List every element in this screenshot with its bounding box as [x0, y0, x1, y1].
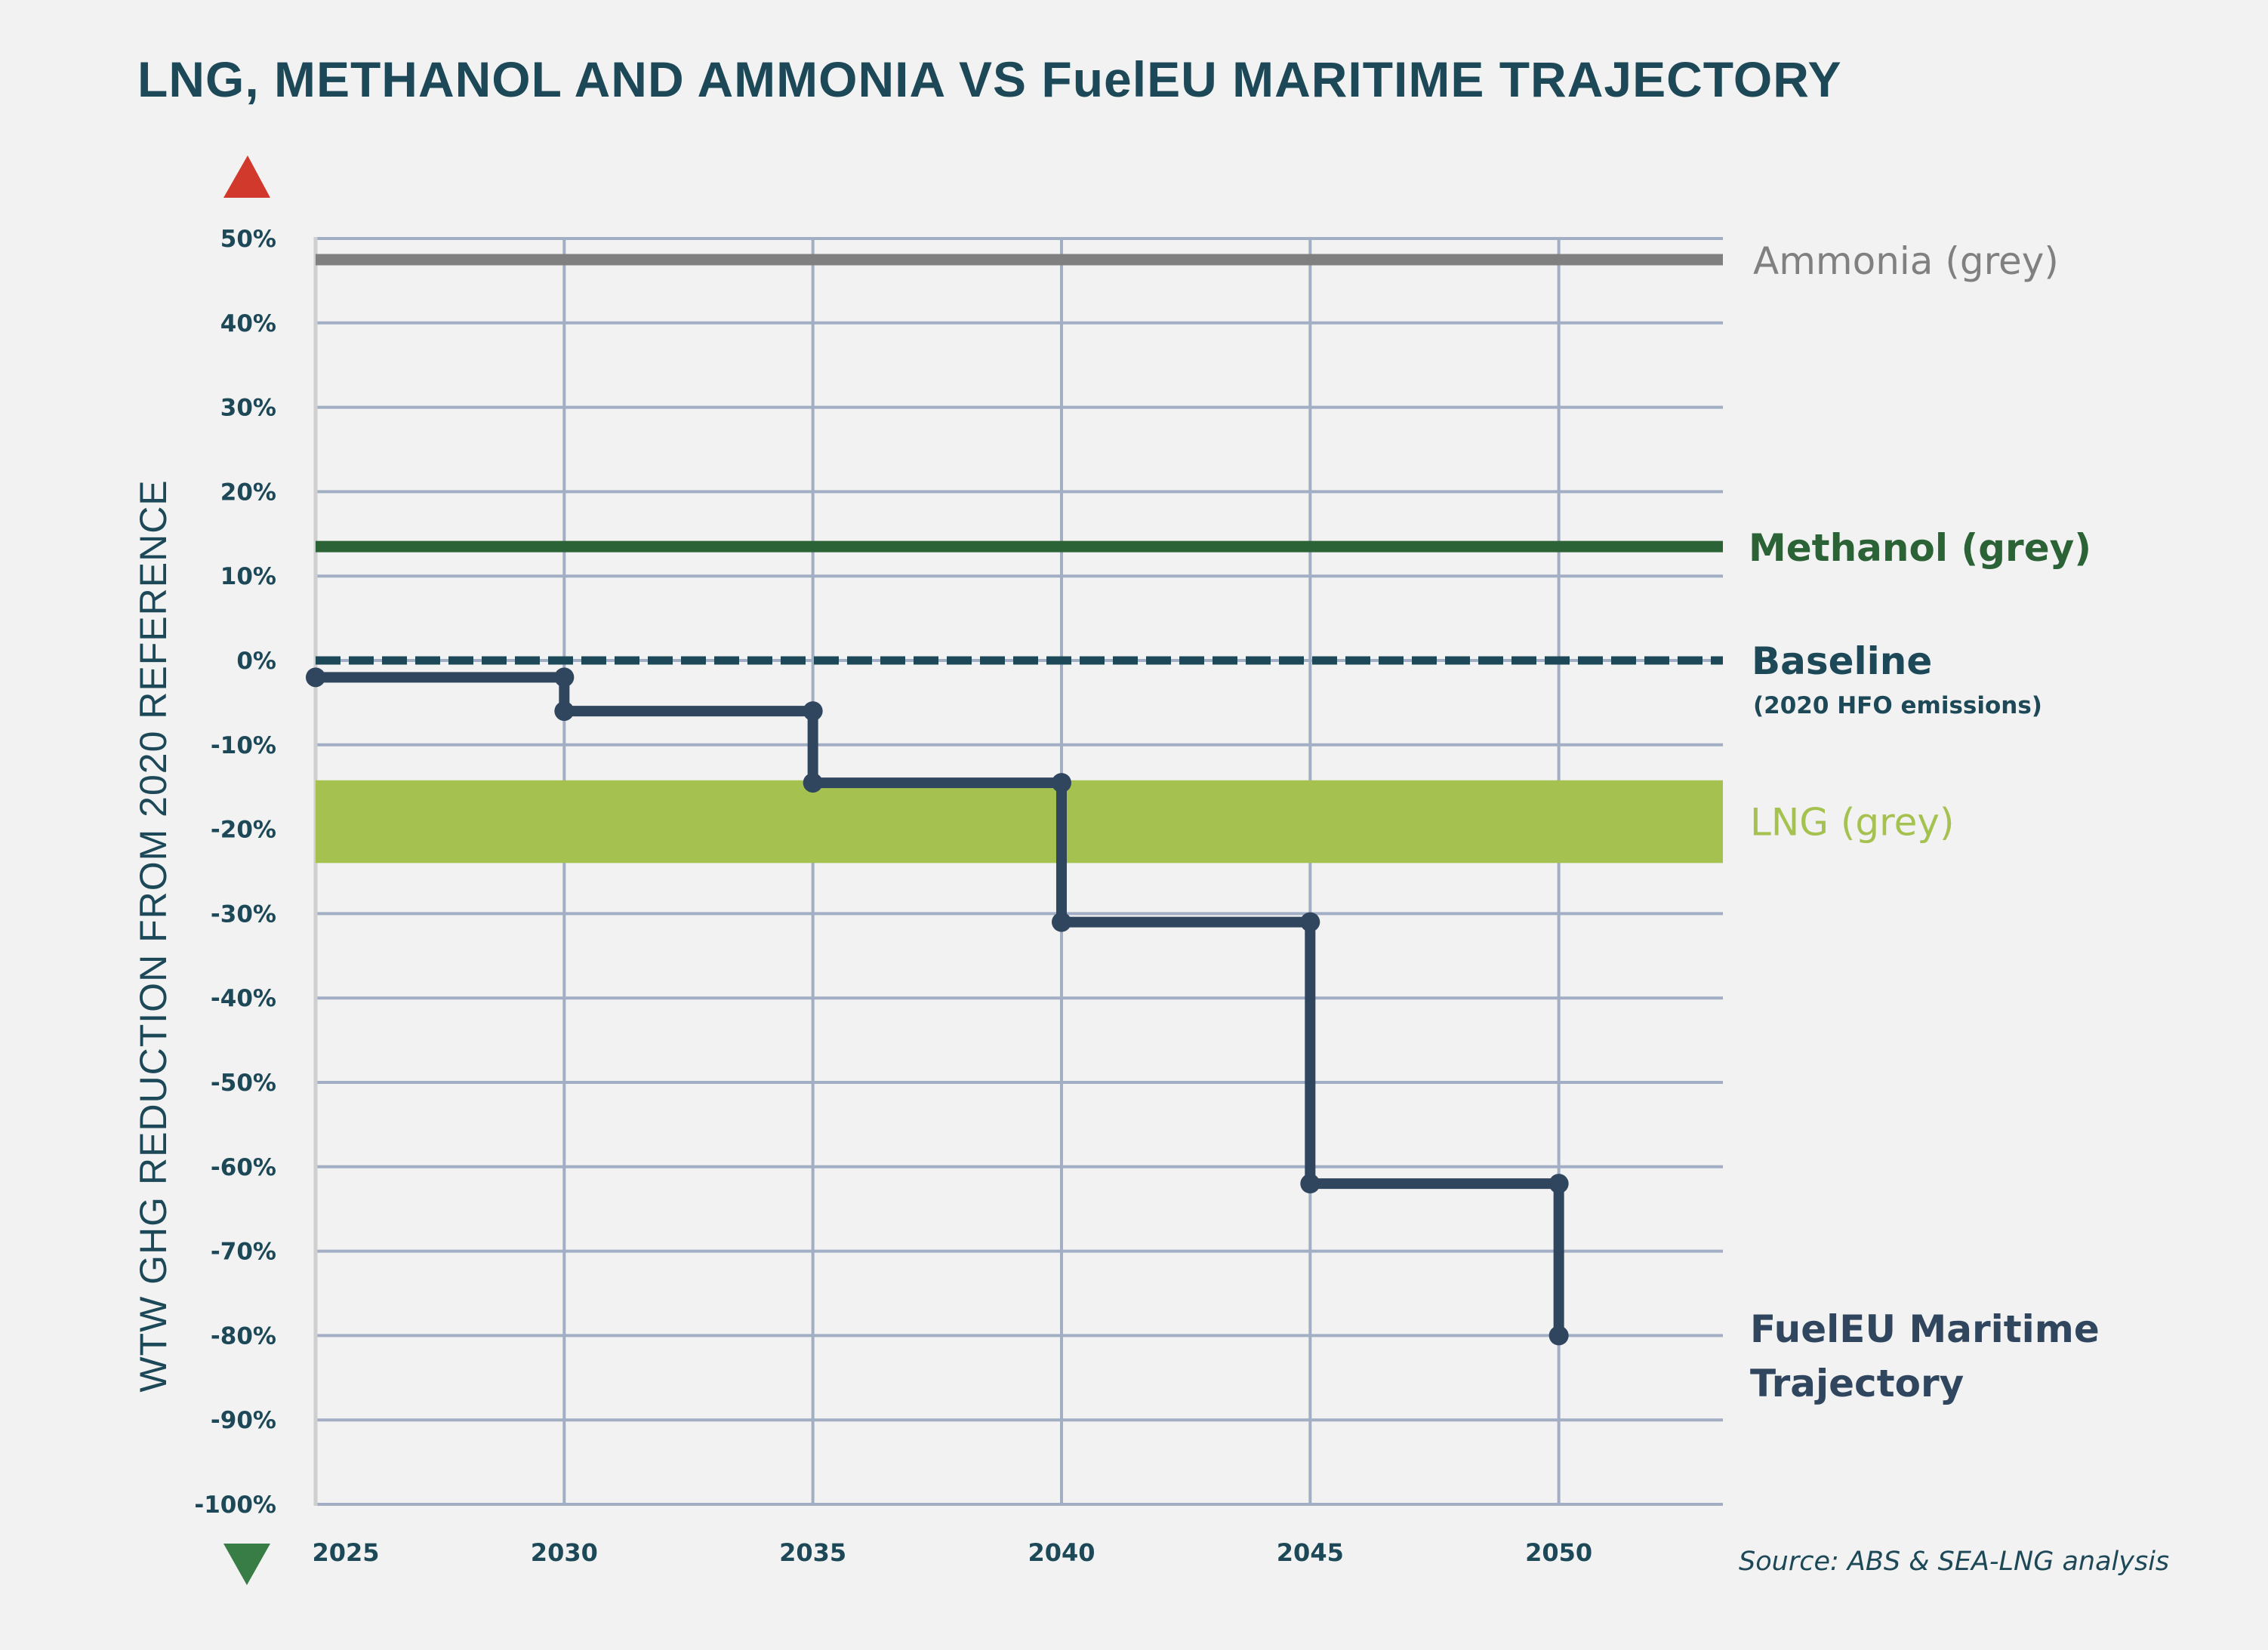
y-tick-label: -60%	[211, 1154, 276, 1181]
x-tick-label: 2040	[1028, 1538, 1095, 1567]
y-tick-label: -40%	[211, 985, 276, 1012]
y-tick-label: -90%	[211, 1407, 276, 1434]
trajectory-point	[554, 701, 575, 722]
y-tick-label: -100%	[194, 1491, 276, 1519]
trajectory-point	[1300, 1174, 1320, 1194]
trajectory-point	[554, 667, 575, 688]
series-label-ammonia: Ammonia (grey)	[1753, 239, 2059, 283]
x-tick-label: 2035	[779, 1538, 846, 1567]
trajectory-point	[1548, 1325, 1569, 1346]
x-tick-labels: 2025 2030 2035 2040 2045 2050	[312, 1538, 1592, 1567]
y-tick-label: -10%	[211, 732, 276, 759]
x-tick-label: 2030	[531, 1538, 598, 1567]
trajectory-point	[1051, 773, 1071, 793]
trajectory-point	[306, 667, 325, 688]
up-arrow-icon	[223, 155, 270, 198]
y-tick-label: -30%	[211, 900, 276, 928]
trajectory-point	[1548, 1174, 1569, 1194]
trajectory-point	[803, 773, 823, 793]
series-label-methanol: Methanol (grey)	[1749, 526, 2091, 570]
lng-band	[316, 780, 1723, 863]
trajectory-point	[1051, 912, 1071, 932]
source-note: Source: ABS & SEA-LNG analysis	[1739, 1547, 2169, 1577]
y-tick-label: 10%	[220, 563, 276, 590]
series-label-fueleu-line: FuelEU Maritime	[1750, 1307, 2100, 1351]
y-tick-labels: 50% 40% 30% 20% 10% 0% -10% -20% -30% -40% -50% -60…	[194, 226, 276, 1519]
y-tick-label: 0%	[236, 648, 276, 675]
series-labels: Ammonia (grey) Methanol (grey) Baseline (20…	[1749, 239, 2100, 1405]
bands	[316, 780, 1723, 863]
series-label-lng: LNG (grey)	[1750, 801, 1954, 845]
x-tick-label: 2050	[1525, 1538, 1592, 1567]
y-tick-label: 40%	[220, 310, 276, 337]
trajectory-line	[306, 667, 1569, 1346]
y-tick-label: 30%	[220, 395, 276, 422]
trajectory-point	[803, 701, 823, 722]
y-tick-label: 20%	[220, 479, 276, 506]
y-axis-label: WTW GHG REDUCTION FROM 2020 REFERENCE	[132, 479, 174, 1392]
series-label-baseline: Baseline	[1752, 639, 1932, 683]
chart-title: LNG, METHANOL AND AMMONIA VS FuelEU MARI…	[137, 51, 1841, 107]
x-tick-label: 2045	[1277, 1538, 1344, 1567]
x-tick-label: 2025	[312, 1538, 379, 1567]
series-label-fueleu-line: Trajectory	[1750, 1362, 1964, 1405]
y-tick-label: 50%	[220, 226, 276, 253]
reference-lines	[316, 254, 1723, 665]
y-tick-label: -20%	[211, 817, 276, 844]
y-tick-label: -70%	[211, 1239, 276, 1266]
trajectory-point	[1300, 912, 1320, 932]
down-arrow-icon	[223, 1544, 270, 1585]
series-sublabel-baseline: (2020 HFO emissions)	[1753, 692, 2042, 719]
y-tick-label: -80%	[211, 1322, 276, 1350]
y-tick-label: -50%	[211, 1070, 276, 1097]
